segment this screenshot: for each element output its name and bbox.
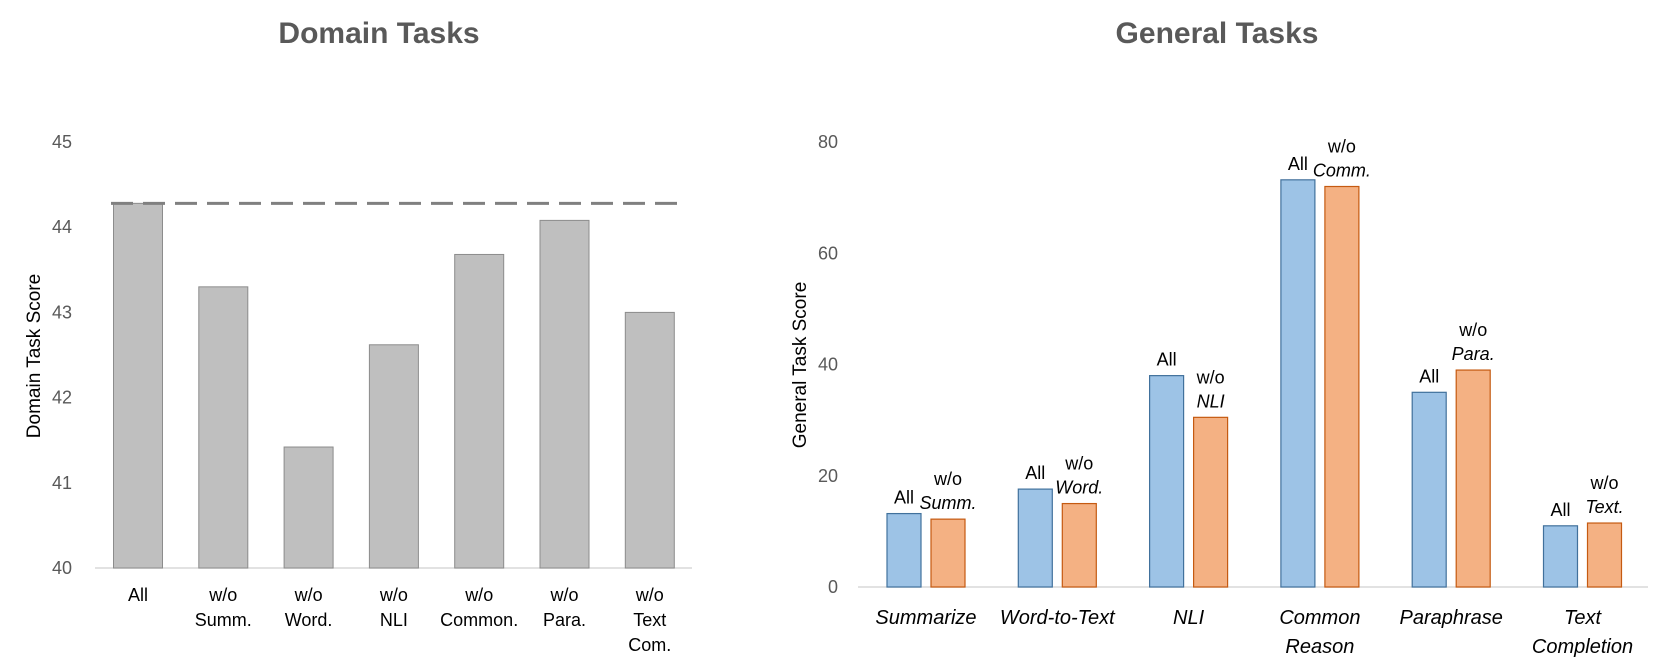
x-axis-categories: Summarize Word-to-Text NLI Common Reason Para… [875,607,1633,658]
x-category-label: Common. [440,610,518,630]
bar [1061,502,1097,588]
bar [1192,416,1229,588]
y-tick-label: 60 [818,243,838,263]
x-category-label: w/o [635,585,664,605]
bars [113,202,675,569]
bar-label: All [1550,500,1570,520]
domain-tasks-chart: Domain Tasks Domain Task Score 404142434… [24,17,692,655]
x-category-label: Word. [285,610,333,630]
x-category-label: Common [1279,607,1360,629]
x-category-label: w/o [379,585,408,605]
bar [198,286,249,569]
bar [454,253,505,569]
bar-label: All [1025,463,1045,483]
y-tick-label: 20 [818,466,838,486]
y-tick-label: 42 [52,388,72,408]
y-tick-label: 41 [52,473,72,493]
y-axis-ticks: 0 20 40 60 80 [818,132,838,597]
bar [886,512,922,588]
bar-label: w/o [1327,137,1356,157]
y-tick-label: 40 [52,558,72,578]
bar-label: w/o [1589,473,1618,493]
x-category-label: NLI [1173,607,1205,629]
bar-label: All [1288,154,1308,174]
bar [539,219,590,569]
bar-label: NLI [1197,391,1225,411]
x-category-label: Para. [543,610,586,630]
y-tick-label: 44 [52,217,72,237]
bar [1586,522,1623,588]
bar [1148,375,1185,588]
x-category-label: Reason [1285,636,1354,658]
x-category-label: Summ. [195,610,252,630]
x-category-label: Com. [628,635,671,655]
y-axis-label: General Task Score [790,282,811,449]
y-tick-label: 80 [818,132,838,152]
bar [930,518,966,588]
bar-label: Text. [1585,497,1623,517]
bar-label: All [1419,366,1439,386]
x-category-label: Text [1564,607,1603,629]
general-tasks-chart: General Tasks General Task Score 0 20 40 60… [790,17,1648,658]
x-category-label: Paraphrase [1399,607,1502,629]
bar [1411,391,1447,588]
bar-label: w/o [933,469,962,489]
x-category-label: Completion [1532,636,1633,658]
bar [1280,179,1316,588]
bar [283,446,334,569]
x-category-label: w/o [294,585,323,605]
x-axis-categories: All w/o Summ. w/o Word. w/o NLI w/o Common. w/o Pa… [128,585,671,655]
bar-label: w/o [1458,320,1487,340]
bar [368,344,419,569]
bar [624,311,675,569]
x-category-label: Summarize [875,607,976,629]
x-category-label: w/o [208,585,237,605]
y-tick-label: 45 [52,132,72,152]
bar-label: All [1157,350,1177,370]
chart-title: General Tasks [1116,17,1319,50]
bar-label: Word. [1055,478,1103,498]
y-tick-label: 43 [52,302,72,322]
chart-title: Domain Tasks [278,17,479,50]
x-category-label: NLI [380,610,408,630]
bar [1017,488,1053,588]
y-axis-label: Domain Task Score [24,274,45,438]
bar [113,202,163,569]
bars [886,179,1623,588]
bar-label: All [894,488,914,508]
bar-label: Comm. [1313,161,1371,181]
x-category-label: w/o [464,585,493,605]
bar-label: Summ. [919,493,976,513]
x-category-label: Word-to-Text [1000,607,1116,629]
x-category-label: w/o [549,585,578,605]
bar-label: w/o [1064,454,1093,474]
bar-label: w/o [1196,367,1225,387]
y-tick-label: 0 [828,577,838,597]
x-category-label: Text [633,610,666,630]
x-category-label: All [128,585,148,605]
bar [1542,525,1579,588]
y-tick-label: 40 [818,355,838,375]
bar [1324,185,1360,588]
bar-label: Para. [1452,344,1495,364]
y-axis-ticks: 40 41 42 43 44 45 [52,132,72,578]
bar [1455,369,1491,588]
